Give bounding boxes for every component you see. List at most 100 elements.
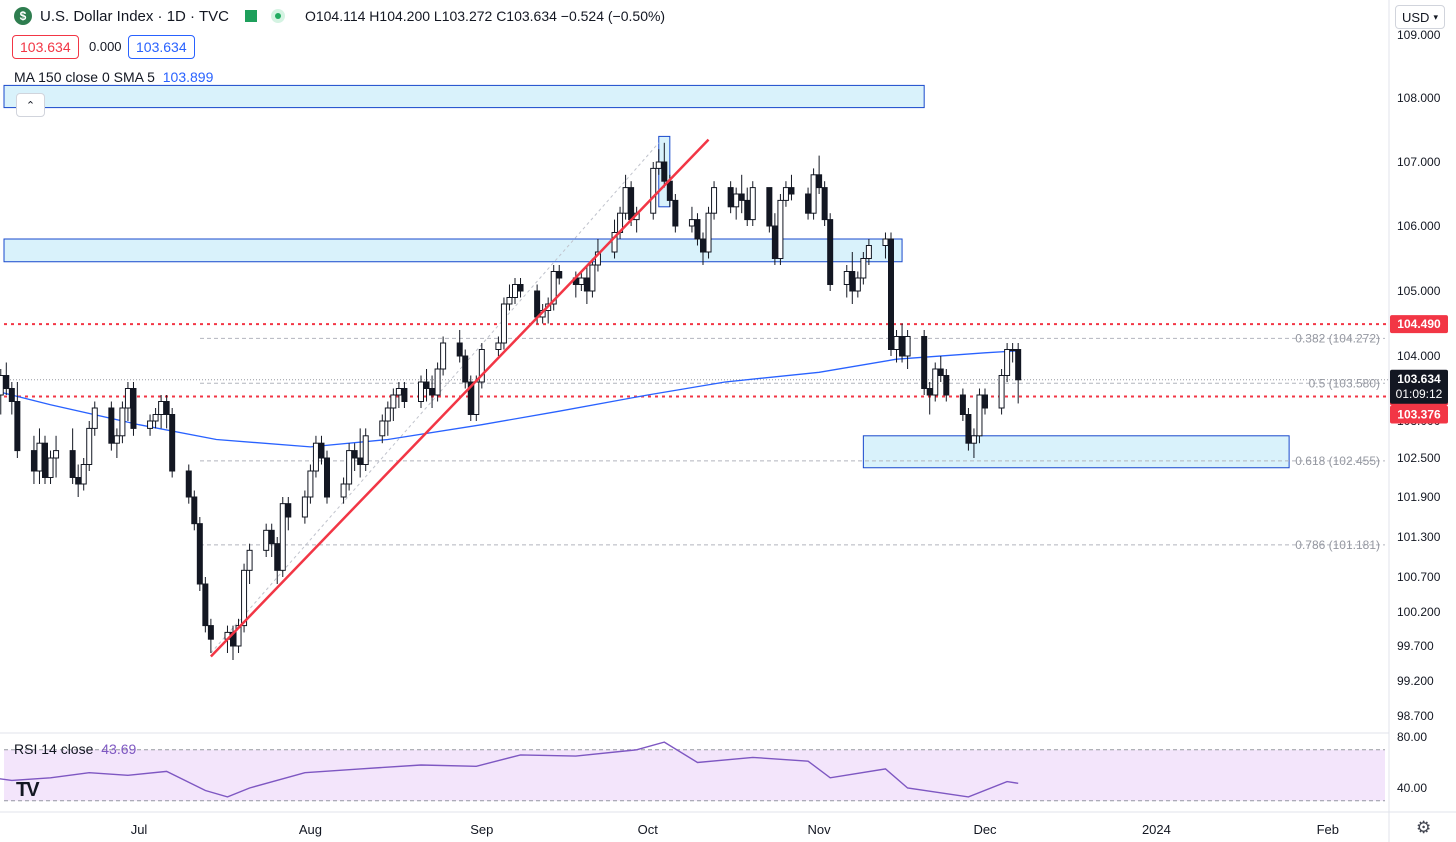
candle-body-up <box>749 187 756 221</box>
candle-body-up <box>263 529 270 551</box>
chart-header: $ U.S. Dollar Index · 1D · TVC O104.114 … <box>14 5 665 27</box>
candle-body-up <box>932 368 939 396</box>
candle <box>440 336 447 376</box>
candle-body-down <box>401 388 408 402</box>
ma-legend[interactable]: MA 150 close 0 SMA 5 103.899 <box>14 69 213 85</box>
time-axis-label: 2024 <box>1142 822 1171 837</box>
candle <box>733 187 740 220</box>
candle-body-down <box>738 193 745 201</box>
candle-body-down <box>207 625 214 640</box>
candle-body-up <box>80 464 87 485</box>
candle <box>888 232 894 356</box>
candle-body-up <box>650 167 657 214</box>
candle <box>788 174 795 201</box>
candle <box>943 369 950 402</box>
candle <box>937 356 944 382</box>
candle-body-up <box>119 407 126 437</box>
fib-connector-line <box>210 142 660 654</box>
candle <box>418 375 424 408</box>
collapse-legend-button[interactable]: ⌃ <box>16 93 45 117</box>
candle-body-down <box>274 543 281 571</box>
candle <box>904 330 911 369</box>
candle <box>8 382 15 415</box>
candle-body-down <box>534 290 541 318</box>
candle-body-up <box>589 264 596 292</box>
candle <box>318 435 325 465</box>
fib-level-label: 0.5 (103.580) <box>1309 376 1380 390</box>
price-axis-label: 108.000 <box>1397 91 1441 105</box>
candle <box>384 401 391 436</box>
candle-body-up <box>312 442 319 472</box>
candle-body-down <box>788 187 795 195</box>
rsi-label: RSI 14 close <box>14 741 94 757</box>
price-axis-label: 107.000 <box>1397 155 1441 169</box>
candle <box>694 213 701 246</box>
candle-body-up <box>301 496 308 518</box>
symbol-title[interactable]: U.S. Dollar Index · 1D · TVC <box>40 7 229 25</box>
candle-body-up <box>711 187 718 214</box>
candle <box>655 149 662 175</box>
candle <box>926 382 933 415</box>
time-axis-label: Dec <box>973 822 997 837</box>
currency-selector[interactable]: USD ▾ <box>1395 5 1445 29</box>
candle-body-down <box>185 470 192 498</box>
support-resistance-zone <box>3 238 903 263</box>
rsi-legend[interactable]: RSI 14 close 43.69 <box>14 741 136 757</box>
candle <box>357 428 364 478</box>
candle <box>705 206 712 259</box>
candle-body-down <box>628 187 635 221</box>
candle <box>661 142 668 188</box>
candle <box>207 618 214 653</box>
price-axis-label: 109.000 <box>1397 28 1441 42</box>
candle <box>865 239 872 265</box>
candle <box>279 497 286 577</box>
candle <box>196 517 203 591</box>
candle-body-down <box>666 180 673 201</box>
candle <box>434 362 441 402</box>
candle <box>401 382 408 408</box>
candle <box>14 382 21 458</box>
price-axis-label: 99.700 <box>1397 639 1434 653</box>
candle <box>30 435 37 484</box>
candle <box>274 537 281 584</box>
candle <box>556 265 563 285</box>
gear-icon[interactable]: ⚙ <box>1416 818 1432 837</box>
candle <box>312 435 319 478</box>
time-axis-label: Nov <box>808 822 832 837</box>
sell-price-button[interactable]: 103.634 <box>12 35 79 59</box>
candle-body-up <box>970 435 977 444</box>
candle-body-down <box>821 187 828 221</box>
status-dot-icon <box>270 9 285 23</box>
candle <box>860 252 867 285</box>
current-price-label: 103.634 <box>1397 372 1441 386</box>
candle <box>982 388 988 415</box>
candle-body-down <box>429 388 436 396</box>
price-axis-label: 104.000 <box>1397 349 1441 363</box>
candle-body-down <box>661 161 668 182</box>
candle <box>766 187 773 233</box>
buy-price-button[interactable]: 103.634 <box>128 35 195 59</box>
candle-body-down <box>959 394 966 415</box>
candle-body-up <box>473 381 480 415</box>
candle-body-down <box>771 225 778 259</box>
price-axis-label: 102.500 <box>1397 451 1441 465</box>
candle-body-down <box>899 336 906 357</box>
candle-body-up <box>395 388 402 396</box>
candle-body-up <box>346 450 353 485</box>
candle <box>113 428 120 458</box>
candle-body-down <box>324 457 330 498</box>
candle-body-down <box>926 388 933 396</box>
price-axis-label: 100.200 <box>1397 605 1441 619</box>
time-axis-label: Aug <box>299 822 322 837</box>
candle <box>147 414 154 436</box>
candle-body-down <box>766 187 773 227</box>
candle-body-up <box>440 342 447 370</box>
candle-body-down <box>965 414 972 444</box>
candle-body-up <box>246 549 253 571</box>
candle-body-up <box>152 414 159 422</box>
fib-level-label: 0.618 (102.455) <box>1295 454 1380 468</box>
price-axis-label: 105.000 <box>1397 284 1441 298</box>
candle-body-down <box>921 336 928 389</box>
chevron-down-icon: ▾ <box>1433 11 1438 22</box>
